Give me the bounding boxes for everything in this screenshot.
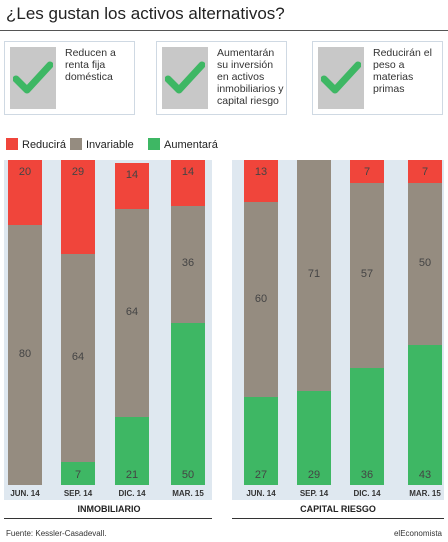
bar-segment-reducira: 20 (8, 160, 42, 225)
data-label-reducira: 29 (71, 166, 85, 178)
bar-segment-reducira: 14 (171, 160, 205, 206)
group-underline-capital-riesgo (232, 518, 444, 519)
x-tick-label: MAR. 15 (409, 489, 441, 498)
data-label-aumentara: 36 (360, 469, 374, 481)
legend-swatch-invariable (70, 138, 82, 150)
bar-segment-invariable: 36 (171, 205, 205, 323)
bar-invariable-1-2-column: 36 57 7 (350, 160, 384, 485)
legend-label-invariable: Invariable (86, 139, 134, 151)
bar-segment-reducira: 14 (115, 163, 149, 209)
card-text-2: Aumentarán su inversión en activos inmob… (217, 47, 284, 107)
data-label-aumentara: 21 (125, 469, 139, 481)
bar-segment-invariable: 71 (297, 160, 331, 391)
x-tick-label: SEP. 14 (299, 489, 329, 498)
legend-item-reducira: Reducirá (6, 138, 66, 151)
bar-segment-reducira: 7 (408, 160, 442, 183)
x-tick-label: JUN. 14 (246, 489, 276, 498)
data-label-invariable: 36 (181, 257, 195, 269)
bar-segment-aumentara: 29 (297, 390, 331, 485)
bar-invariable-0-3-column: 50 36 14 (171, 160, 205, 485)
data-label-reducira: 13 (254, 166, 268, 178)
bar-invariable-1-3-column: 43 50 7 (408, 160, 442, 485)
bar-segment-invariable: 80 (8, 225, 42, 485)
data-label-invariable: 80 (18, 348, 32, 360)
group-label-inmobiliario: INMOBILIARIO (77, 504, 141, 514)
data-label-reducira: 14 (125, 169, 139, 182)
card-text-3: Reducirán el peso a materias primas (373, 47, 432, 95)
bar-segment-invariable: 50 (408, 182, 442, 346)
bar-segment-aumentara: 7 (61, 462, 95, 485)
data-label-aumentara: 29 (307, 469, 321, 481)
source-note: Fuente: Kessler-Casadevall. (6, 529, 107, 538)
bar-segment-aumentara: 27 (244, 397, 278, 485)
x-tick-label: JUN. 14 (10, 489, 40, 498)
data-label-aumentara: 7 (74, 469, 82, 481)
data-label-invariable: 50 (418, 257, 432, 269)
data-label-reducira: 7 (363, 166, 371, 178)
bar-segment-aumentara: 43 (408, 345, 442, 485)
bar-segment-reducira: 29 (61, 160, 95, 255)
check-box-3 (318, 47, 364, 109)
bar-segment-invariable: 64 (61, 254, 95, 463)
data-label-invariable: 64 (71, 351, 85, 364)
page-title: ¿Les gustan los activos alternativos? (6, 4, 285, 23)
data-label-reducira: 7 (421, 166, 429, 178)
card-text-1: Reducen a renta fija doméstica (65, 47, 116, 83)
data-label-aumentara: 50 (181, 469, 195, 481)
summary-card-2: Aumentarán su inversión en activos inmob… (156, 41, 287, 115)
bar-segment-invariable: 60 (244, 202, 278, 398)
legend-swatch-aumentara (148, 138, 160, 150)
brand-label: elEconomista (393, 529, 442, 538)
x-tick-label: SEP. 14 (63, 489, 93, 498)
summary-card-3: Reducirán el peso a materias primas (312, 41, 443, 115)
bar-segment-reducira: 13 (244, 160, 278, 203)
data-label-aumentara: 43 (418, 469, 432, 481)
legend-label-aumentara: Aumentará (164, 139, 218, 151)
group-underline-inmobiliario (4, 518, 212, 519)
bar-invariable-0-1-column: 7 64 29 (61, 160, 95, 485)
group-label-capital-riesgo: CAPITAL RIESGO (300, 504, 376, 514)
data-label-reducira: 14 (181, 166, 195, 178)
check-box-1 (10, 47, 56, 109)
legend-item-aumentara: Aumentará (148, 138, 218, 151)
x-tick-label: DIC. 14 (353, 489, 381, 498)
bar-segment-reducira: 7 (350, 160, 384, 183)
data-label-invariable: 64 (125, 305, 139, 318)
data-label-reducira: 20 (18, 166, 32, 178)
x-tick-label: DIC. 14 (118, 489, 146, 498)
legend-label-reducira: Reducirá (22, 139, 67, 151)
bar-segment-invariable: 57 (350, 182, 384, 368)
data-label-invariable: 71 (307, 268, 321, 281)
legend-item-invariable: Invariable (70, 138, 134, 151)
x-tick-label: MAR. 15 (172, 489, 204, 498)
legend-swatch-reducira (6, 138, 18, 150)
data-label-invariable: 60 (254, 292, 268, 305)
check-box-2 (162, 47, 208, 109)
bar-invariable-1-1-column: 29 71 (297, 160, 331, 485)
bar-invariable-0-2-column: 21 64 14 (115, 160, 149, 485)
bar-segment-aumentara: 50 (171, 322, 205, 485)
bar-segment-aumentara: 36 (350, 368, 384, 485)
bar-invariable-0-0-column: 80 20 (8, 160, 42, 485)
bar-segment-aumentara: 21 (115, 416, 149, 485)
summary-card-1: Reducen a renta fija doméstica (4, 41, 135, 115)
bar-segment-invariable: 64 (115, 208, 149, 417)
title-divider (0, 30, 448, 31)
bar-invariable-1-0-column: 27 60 13 (244, 160, 278, 485)
data-label-aumentara: 27 (254, 469, 268, 481)
checkmark-icon (13, 61, 53, 94)
checkmark-icon (165, 61, 205, 94)
data-label-invariable: 57 (360, 268, 374, 281)
checkmark-icon (321, 61, 361, 94)
